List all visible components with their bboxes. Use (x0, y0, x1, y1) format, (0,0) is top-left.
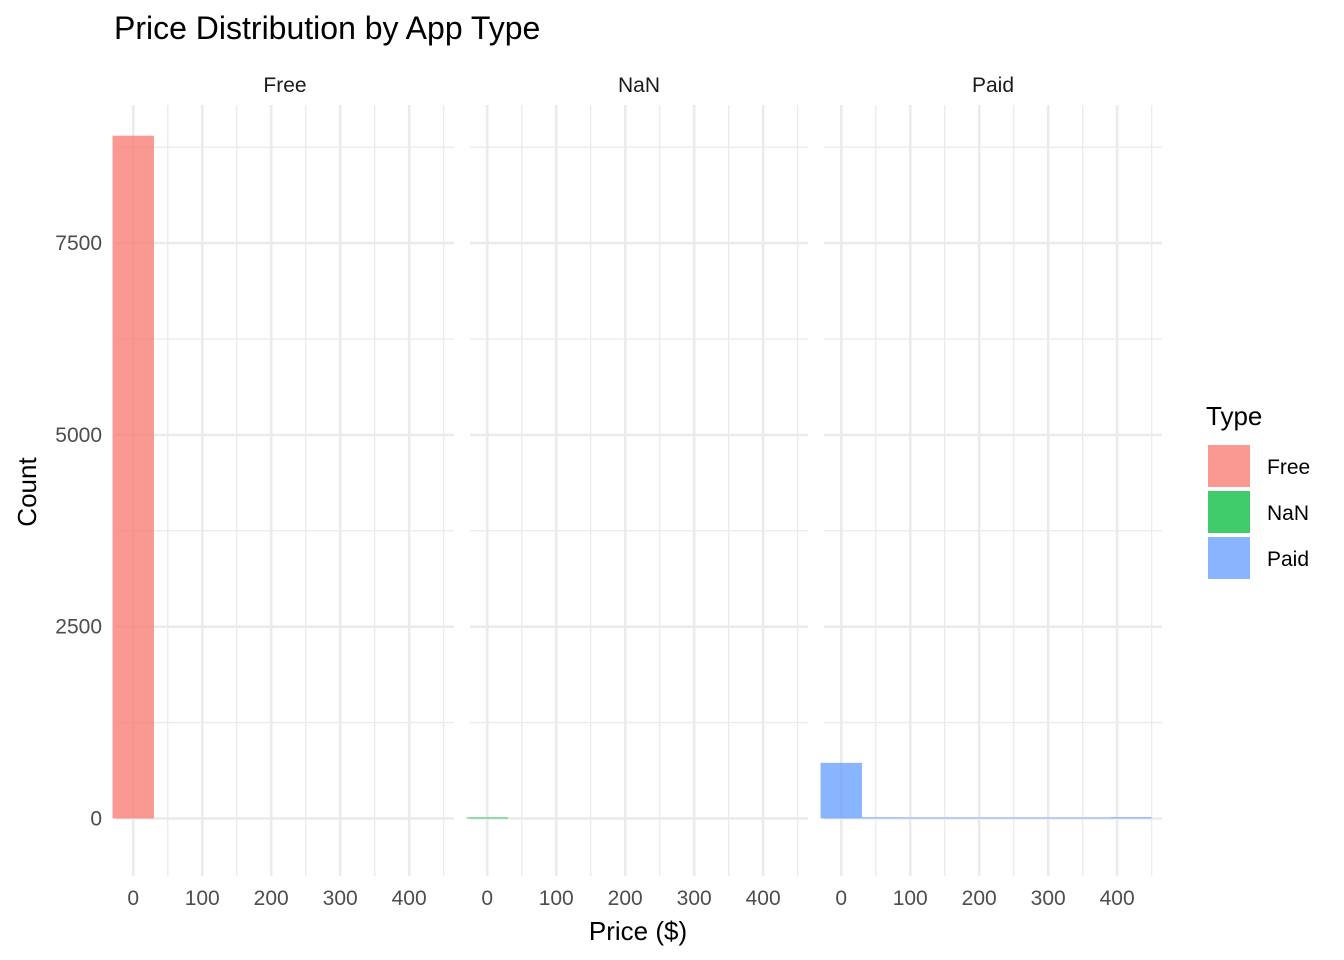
facet-strip-label: Free (263, 74, 306, 97)
x-tick-label: 0 (835, 887, 847, 910)
facet-panels: Free 0 100 200 300 400 NaN 0 100 200 300 400 Paid 0 10… (112, 74, 1162, 910)
facet-strip-label: NaN (618, 74, 660, 97)
y-axis: 0 2500 5000 7500 (55, 232, 102, 830)
x-axis-title: Price ($) (589, 916, 687, 946)
legend-label-nan: NaN (1267, 502, 1309, 525)
legend-label-free: Free (1267, 456, 1310, 479)
histogram-bar (466, 817, 508, 819)
legend-title: Type (1206, 401, 1262, 431)
x-tick-label: 100 (185, 887, 220, 910)
x-tick-label: 100 (539, 887, 574, 910)
x-tick-label: 200 (608, 887, 643, 910)
chart-title: Price Distribution by App Type (114, 10, 540, 46)
histogram-bar (986, 817, 1028, 819)
legend-label-paid: Paid (1267, 548, 1309, 571)
x-tick-label: 200 (962, 887, 997, 910)
x-tick-label: 300 (323, 887, 358, 910)
y-tick-label: 7500 (55, 232, 102, 255)
facet-strip-label: Paid (972, 74, 1014, 97)
y-tick-label: 0 (90, 807, 102, 830)
x-tick-label: 100 (893, 887, 928, 910)
legend-swatch-paid (1208, 537, 1250, 579)
x-tick-label: 0 (481, 887, 493, 910)
x-tick-label: 300 (677, 887, 712, 910)
histogram-bar (1110, 817, 1152, 819)
facet-panel-free: Free 0 100 200 300 400 (112, 74, 454, 910)
histogram-bar (112, 135, 154, 819)
y-tick-label: 5000 (55, 424, 102, 447)
x-tick-label: 0 (127, 887, 139, 910)
histogram-bar (861, 817, 904, 819)
x-tick-label: 200 (254, 887, 289, 910)
legend-swatch-free (1208, 445, 1250, 487)
y-axis-title: Count (12, 457, 42, 527)
histogram-bar (1068, 817, 1111, 819)
facet-panel-nan: NaN 0 100 200 300 400 (466, 74, 808, 910)
y-tick-label: 2500 (55, 616, 102, 639)
legend: Type Free NaN Paid (1206, 401, 1310, 579)
x-tick-label: 400 (1100, 887, 1135, 910)
histogram-bar (903, 817, 945, 819)
histogram-bar (1027, 817, 1069, 819)
histogram-bar (944, 817, 987, 819)
x-tick-label: 400 (392, 887, 427, 910)
legend-swatch-nan (1208, 491, 1250, 533)
histogram-bar (820, 762, 862, 819)
x-tick-label: 400 (746, 887, 781, 910)
facet-panel-paid: Paid 0 100 200 300 400 (820, 74, 1162, 910)
x-tick-label: 300 (1031, 887, 1066, 910)
